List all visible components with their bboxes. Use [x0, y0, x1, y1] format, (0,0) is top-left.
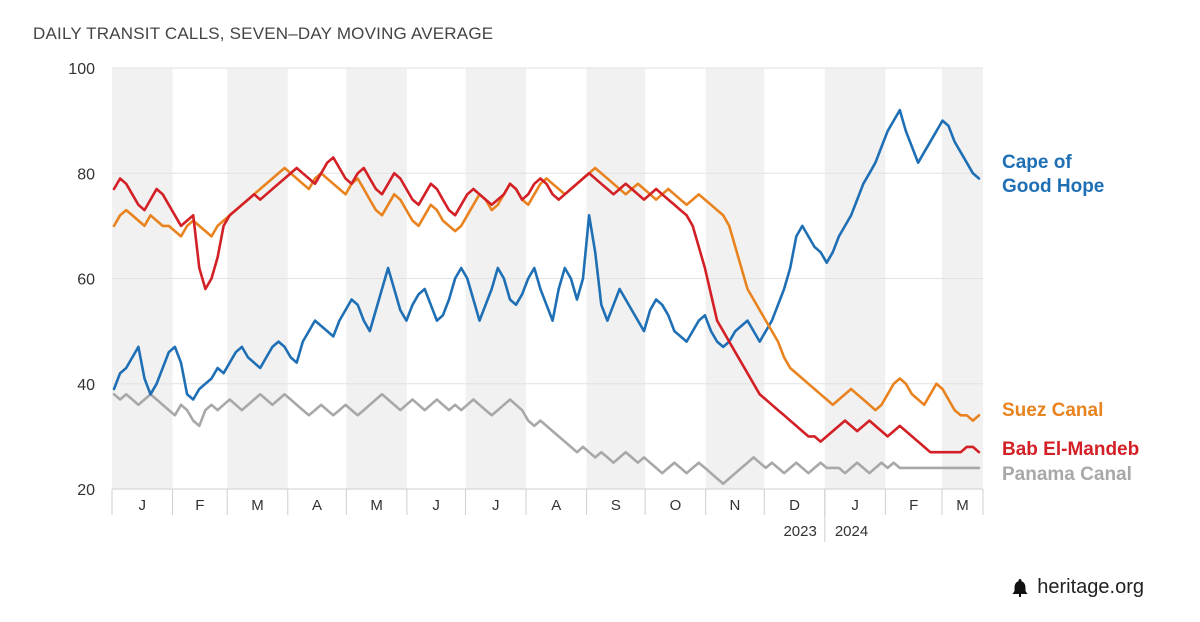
- x-tick-label: J: [139, 497, 147, 514]
- y-gridlines: [112, 67, 983, 385]
- series-line-bab-el-mandeb: [112, 156, 981, 454]
- x-tick-label: N: [730, 497, 741, 514]
- y-tick-label: 40: [77, 377, 95, 394]
- x-axis: J F M A M J J A S O N D J F M 2023 2024: [111, 488, 984, 542]
- y-tick-label: 80: [77, 166, 95, 183]
- x-tick-label: M: [251, 497, 264, 514]
- chart-title: DAILY TRANSIT CALLS, SEVEN–DAY MOVING AV…: [33, 24, 494, 43]
- series-line-suez-canal: [112, 166, 981, 422]
- year-label-2024: 2024: [835, 523, 868, 540]
- x-tick-label: O: [670, 497, 682, 514]
- x-tick-label: S: [611, 497, 621, 514]
- x-tick-label: F: [195, 497, 204, 514]
- x-tick-label: F: [909, 497, 918, 514]
- footer: heritage.org: [1011, 576, 1144, 599]
- y-tick-label: 100: [68, 61, 95, 78]
- x-tick-label: A: [551, 497, 561, 514]
- x-tick-label: D: [789, 497, 800, 514]
- x-tick-label: A: [312, 497, 322, 514]
- series-line-panama-canal: [112, 392, 981, 486]
- series-label: Cape of: [1002, 152, 1072, 173]
- series-label: Panama Canal: [1002, 464, 1132, 485]
- series-label: Bab El-Mandeb: [1002, 439, 1139, 460]
- footer-site-text: heritage.org: [1037, 576, 1144, 598]
- x-tick-label: J: [432, 497, 440, 514]
- series-label: Good Hope: [1002, 176, 1104, 197]
- y-tick-label: 20: [77, 482, 95, 499]
- series-lines: [112, 108, 981, 486]
- y-tick-label: 60: [77, 272, 95, 289]
- liberty-bell-icon: [1012, 578, 1028, 597]
- x-tick-label: M: [956, 497, 969, 514]
- y-tick-labels: 100 80 60 40 20: [68, 61, 95, 499]
- series-label: Suez Canal: [1002, 400, 1103, 421]
- year-label-2023: 2023: [783, 523, 816, 540]
- x-tick-label: M: [370, 497, 383, 514]
- x-tick-label: J: [492, 497, 500, 514]
- x-tick-label: J: [851, 497, 859, 514]
- series-labels: Panama Canal Cape of Good Hope Suez Canal Ba…: [1002, 152, 1139, 485]
- series-line-cape-of-good-hope: [112, 108, 981, 401]
